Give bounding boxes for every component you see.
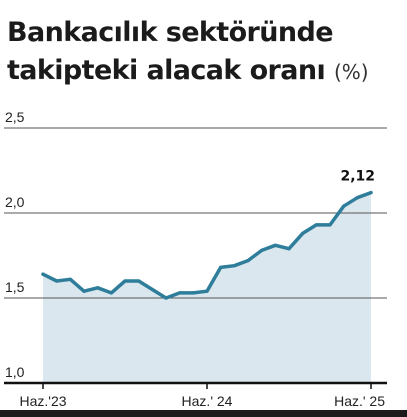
- data-point: [82, 289, 86, 293]
- data-point: [328, 223, 332, 227]
- data-point: [355, 196, 359, 200]
- data-point: [164, 296, 168, 300]
- data-point: [246, 259, 250, 263]
- data-point: [96, 286, 100, 290]
- chart-title-line-2: takipteki alacak oranı (%): [7, 52, 402, 91]
- chart-title-line-1: Bankacılık sektöründe: [7, 17, 334, 48]
- chart-title: Bankacılık sektöründe takipteki alacak o…: [7, 14, 402, 91]
- data-point: [205, 289, 209, 293]
- data-point: [301, 231, 305, 235]
- x-tick-label: Haz.' 25: [334, 393, 385, 409]
- data-point: [150, 287, 154, 292]
- data-point: [41, 272, 45, 276]
- data-point: [232, 264, 236, 268]
- area-fill: [43, 192, 371, 383]
- y-tick-label: 2,5: [5, 109, 25, 125]
- chart-unit: (%): [333, 60, 369, 84]
- data-point: [123, 279, 127, 283]
- data-point: [273, 243, 277, 247]
- chart-title-line-2-text: takipteki alacak oranı: [7, 55, 326, 86]
- data-label: 2,12: [340, 169, 375, 185]
- data-point: [369, 191, 373, 195]
- y-tick-label: 2,0: [5, 194, 25, 210]
- bottom-rule: [0, 410, 407, 417]
- y-tick-label: 1,5: [5, 279, 25, 295]
- data-point: [109, 291, 113, 295]
- data-point: [68, 277, 72, 281]
- data-point: [219, 265, 223, 269]
- data-point: [55, 279, 59, 283]
- data-point: [314, 223, 318, 227]
- data-point: [287, 247, 291, 251]
- y-tick-label: 1,0: [5, 364, 25, 380]
- data-point: [137, 279, 141, 283]
- data-point: [260, 248, 264, 252]
- x-tick-label: Haz.' 24: [182, 393, 233, 409]
- data-point: [178, 291, 182, 295]
- data-point: [342, 204, 346, 208]
- x-tick-label: Haz.'23: [19, 393, 66, 409]
- data-point: [191, 291, 195, 295]
